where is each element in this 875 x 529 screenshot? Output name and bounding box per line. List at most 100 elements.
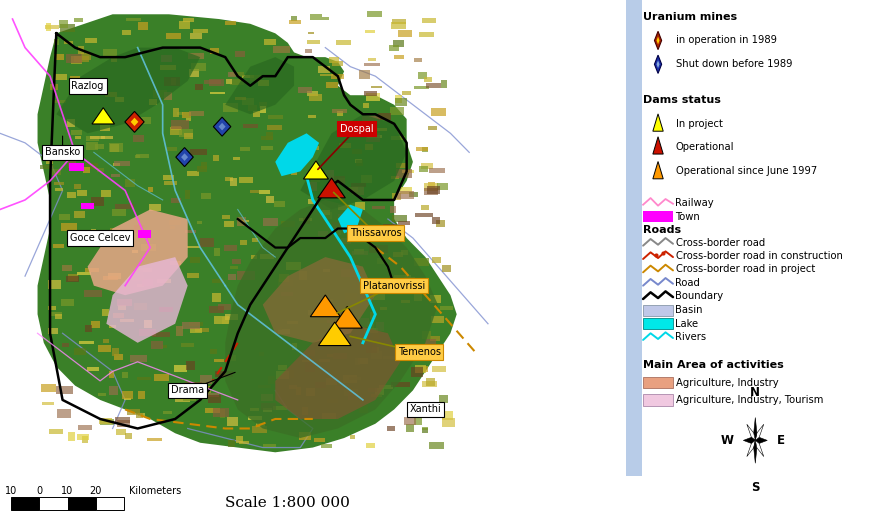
Bar	[367, 12, 382, 17]
Bar	[290, 16, 298, 21]
Bar	[364, 328, 378, 333]
Text: Xanthi: Xanthi	[410, 405, 441, 414]
Bar	[197, 221, 202, 224]
Polygon shape	[176, 148, 193, 167]
Bar	[136, 270, 143, 279]
Bar	[402, 92, 411, 95]
Bar	[118, 305, 125, 309]
Bar	[112, 209, 126, 216]
Bar	[299, 271, 307, 279]
Bar	[77, 272, 91, 276]
Bar	[322, 210, 330, 215]
Bar	[375, 388, 384, 395]
Bar	[67, 118, 74, 126]
Bar	[289, 21, 300, 24]
Bar	[224, 221, 234, 227]
Bar	[138, 22, 148, 30]
Polygon shape	[300, 114, 407, 209]
Polygon shape	[656, 37, 660, 44]
Bar	[389, 233, 404, 240]
Bar	[426, 83, 441, 88]
Bar	[161, 56, 172, 61]
Bar	[643, 305, 673, 316]
Bar	[430, 295, 441, 304]
Bar	[117, 421, 130, 427]
Bar	[159, 307, 173, 312]
Bar	[304, 217, 311, 224]
Bar	[215, 371, 233, 377]
Bar	[349, 377, 360, 380]
Bar	[112, 349, 119, 355]
Bar	[218, 304, 231, 310]
Bar	[149, 99, 157, 105]
Bar	[291, 343, 297, 351]
Bar	[48, 280, 61, 289]
Bar	[79, 341, 94, 344]
Bar	[414, 417, 423, 425]
Bar	[331, 75, 345, 79]
Bar	[318, 231, 328, 235]
Text: Kilometers: Kilometers	[129, 486, 181, 496]
Bar	[326, 378, 337, 385]
Bar	[416, 213, 433, 217]
Bar	[365, 143, 373, 150]
Text: Razlog: Razlog	[72, 81, 104, 90]
Bar	[442, 418, 454, 427]
Bar	[214, 408, 229, 417]
Bar	[132, 276, 144, 281]
Bar	[123, 398, 131, 400]
Bar	[175, 395, 190, 402]
Bar	[162, 345, 167, 348]
Polygon shape	[747, 424, 755, 440]
Bar	[116, 429, 126, 435]
Bar	[200, 375, 212, 384]
Bar	[241, 240, 247, 245]
Text: Town: Town	[676, 212, 700, 222]
Bar	[421, 205, 429, 210]
Text: Thissavros: Thissavros	[350, 229, 401, 238]
Bar	[94, 144, 104, 149]
Bar	[212, 279, 224, 283]
Bar	[333, 353, 347, 359]
Bar	[361, 227, 373, 232]
Bar	[380, 307, 387, 310]
Text: Basin: Basin	[676, 305, 703, 315]
Bar	[362, 116, 380, 124]
Bar	[197, 166, 206, 172]
Bar	[171, 198, 180, 203]
Bar	[53, 244, 64, 248]
Bar	[396, 169, 412, 178]
Bar	[214, 359, 224, 362]
Bar	[224, 244, 237, 251]
Bar	[134, 225, 144, 233]
Bar	[46, 156, 52, 164]
Polygon shape	[654, 55, 662, 74]
Bar	[207, 395, 220, 403]
Bar	[103, 49, 116, 57]
Bar	[286, 321, 298, 324]
Bar	[329, 57, 340, 62]
Bar	[113, 313, 123, 318]
Bar	[135, 155, 140, 158]
Polygon shape	[653, 161, 663, 179]
Bar	[227, 355, 235, 361]
Bar	[423, 366, 428, 372]
Bar	[11, 497, 39, 510]
Bar	[97, 394, 106, 396]
Polygon shape	[755, 424, 764, 440]
Bar	[220, 409, 225, 418]
Text: Bansko: Bansko	[45, 148, 80, 157]
Bar	[153, 90, 167, 98]
Bar	[304, 145, 318, 150]
Bar	[363, 103, 368, 108]
Bar	[226, 79, 232, 85]
Bar	[111, 56, 117, 62]
Bar	[120, 320, 135, 322]
Bar	[299, 432, 311, 440]
Bar	[643, 318, 673, 330]
Text: N: N	[750, 387, 760, 399]
Bar	[432, 258, 441, 263]
Bar	[396, 98, 407, 106]
Bar	[422, 427, 429, 431]
Bar	[95, 497, 124, 510]
